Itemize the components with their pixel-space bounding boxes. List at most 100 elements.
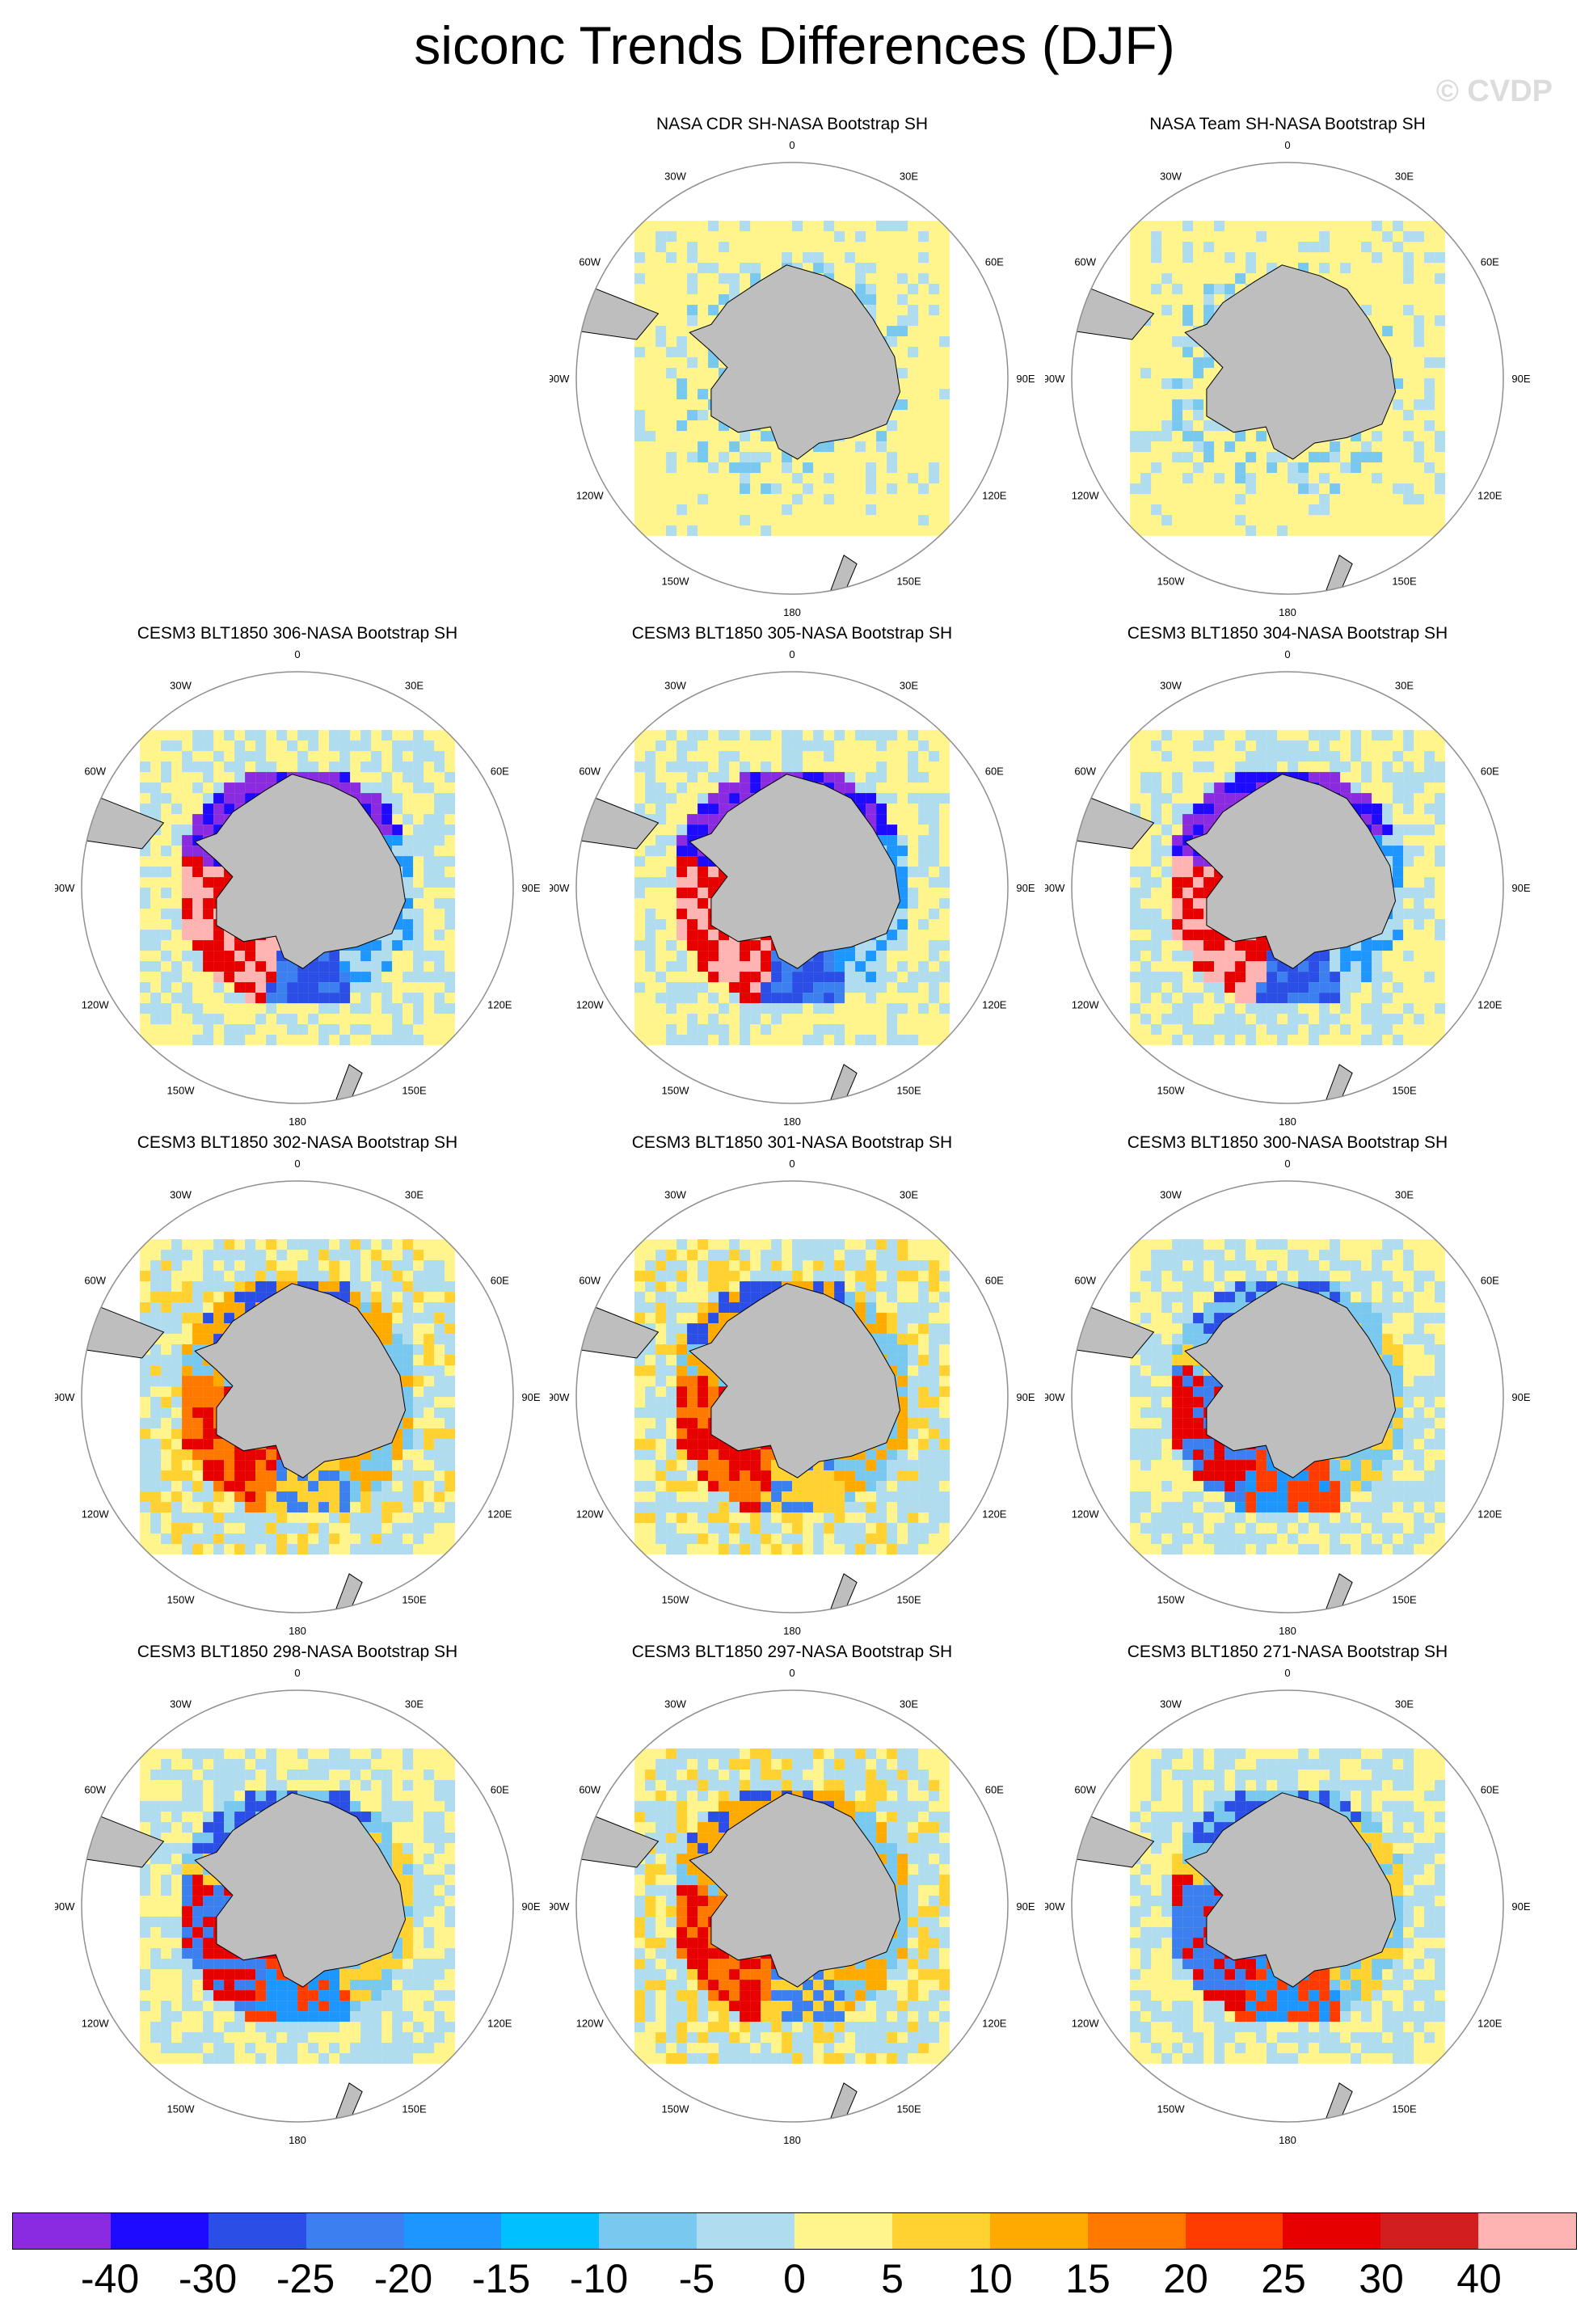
data-cell <box>876 772 887 783</box>
data-cell <box>329 972 340 983</box>
data-cell <box>655 993 667 1004</box>
data-cell <box>918 515 929 526</box>
data-cell <box>1372 473 1383 484</box>
data-cell <box>1130 1365 1141 1377</box>
longitude-label: 150W <box>167 1593 196 1605</box>
data-cell <box>234 1250 246 1261</box>
data-cell <box>771 972 782 983</box>
south-america-landmass <box>82 790 165 850</box>
data-cell <box>1319 494 1330 505</box>
data-cell <box>1351 462 1362 474</box>
data-cell <box>918 846 929 857</box>
data-cell <box>1393 1376 1404 1387</box>
data-cell <box>761 525 772 537</box>
data-cell <box>1182 1449 1194 1461</box>
data-cell <box>1182 825 1194 836</box>
data-cell <box>782 993 793 1004</box>
longitude-label: 120E <box>982 1508 1007 1521</box>
data-cell <box>1372 1313 1383 1324</box>
data-cell <box>687 1302 698 1314</box>
data-cell <box>719 1302 730 1314</box>
data-cell <box>1372 982 1383 993</box>
data-cell <box>413 1428 424 1440</box>
data-cell <box>813 1544 824 1555</box>
data-cell <box>140 1313 151 1324</box>
data-cell <box>1245 1470 1257 1482</box>
data-cell <box>761 761 772 773</box>
data-cell <box>350 951 361 962</box>
data-cell <box>1161 1428 1173 1440</box>
data-cell <box>666 1271 677 1282</box>
data-cell <box>792 1271 803 1282</box>
longitude-label: 150E <box>1392 1593 1417 1605</box>
data-cell <box>1140 1491 1152 1503</box>
data-cell <box>171 1428 183 1440</box>
data-cell <box>329 982 340 993</box>
data-cell <box>939 1323 950 1335</box>
data-cell <box>834 730 845 741</box>
data-cell <box>782 751 793 762</box>
data-cell <box>1256 1470 1267 1482</box>
data-cell <box>1214 1470 1225 1482</box>
data-cell <box>750 1281 761 1293</box>
data-cell <box>255 1014 267 1025</box>
data-cell <box>413 1344 424 1356</box>
data-cell <box>676 982 688 993</box>
data-cell <box>224 1512 235 1524</box>
data-cell <box>719 1281 730 1293</box>
data-cell <box>182 919 193 930</box>
data-cell <box>403 1365 414 1377</box>
data-cell <box>1235 951 1246 962</box>
data-cell <box>424 877 435 888</box>
data-cell <box>929 1376 940 1387</box>
data-cell <box>897 1376 908 1387</box>
data-cell <box>813 740 824 752</box>
data-cell <box>1361 951 1372 962</box>
map-boundary <box>575 671 1009 1104</box>
data-cell <box>192 1481 204 1492</box>
longitude-label: 150E <box>402 1084 427 1096</box>
data-cell <box>634 1407 646 1419</box>
data-cell <box>318 1544 330 1555</box>
data-cell <box>329 993 340 1004</box>
data-cell <box>1151 1365 1162 1377</box>
data-cell <box>676 782 688 794</box>
data-cell <box>887 1449 898 1461</box>
data-cell <box>750 1523 761 1534</box>
data-cell <box>1382 1449 1393 1461</box>
data-cell <box>1414 452 1425 463</box>
data-cell <box>445 803 456 815</box>
data-cell <box>897 221 908 232</box>
data-cell <box>413 1512 424 1524</box>
data-cell <box>866 1449 877 1461</box>
data-cell <box>1424 751 1435 762</box>
data-cell <box>876 1502 887 1513</box>
data-cell <box>161 772 172 783</box>
data-cell <box>813 1239 824 1251</box>
data-cell <box>1140 1271 1152 1282</box>
data-cell <box>1403 483 1414 495</box>
data-cell <box>1245 940 1257 951</box>
data-cell <box>929 846 940 857</box>
data-cell <box>1224 1292 1236 1303</box>
data-cell <box>392 1334 403 1345</box>
data-cell <box>1182 1271 1194 1282</box>
data-cell <box>161 1439 172 1450</box>
data-cell <box>308 972 319 983</box>
data-cell <box>150 1470 162 1482</box>
data-cell <box>887 1460 898 1471</box>
data-cell <box>182 1449 193 1461</box>
data-cell <box>203 1260 214 1272</box>
data-cell <box>434 1302 445 1314</box>
data-cell <box>434 825 445 836</box>
data-cell <box>1435 1470 1446 1482</box>
data-cell <box>676 1407 688 1419</box>
data-cell <box>434 1460 445 1471</box>
data-cell <box>1361 1481 1372 1492</box>
data-cell <box>1193 1250 1204 1261</box>
data-cell <box>1182 1376 1194 1387</box>
data-cell <box>908 772 919 783</box>
data-cell <box>1372 951 1383 962</box>
data-cell <box>666 1397 677 1408</box>
data-cell <box>1393 1544 1404 1555</box>
